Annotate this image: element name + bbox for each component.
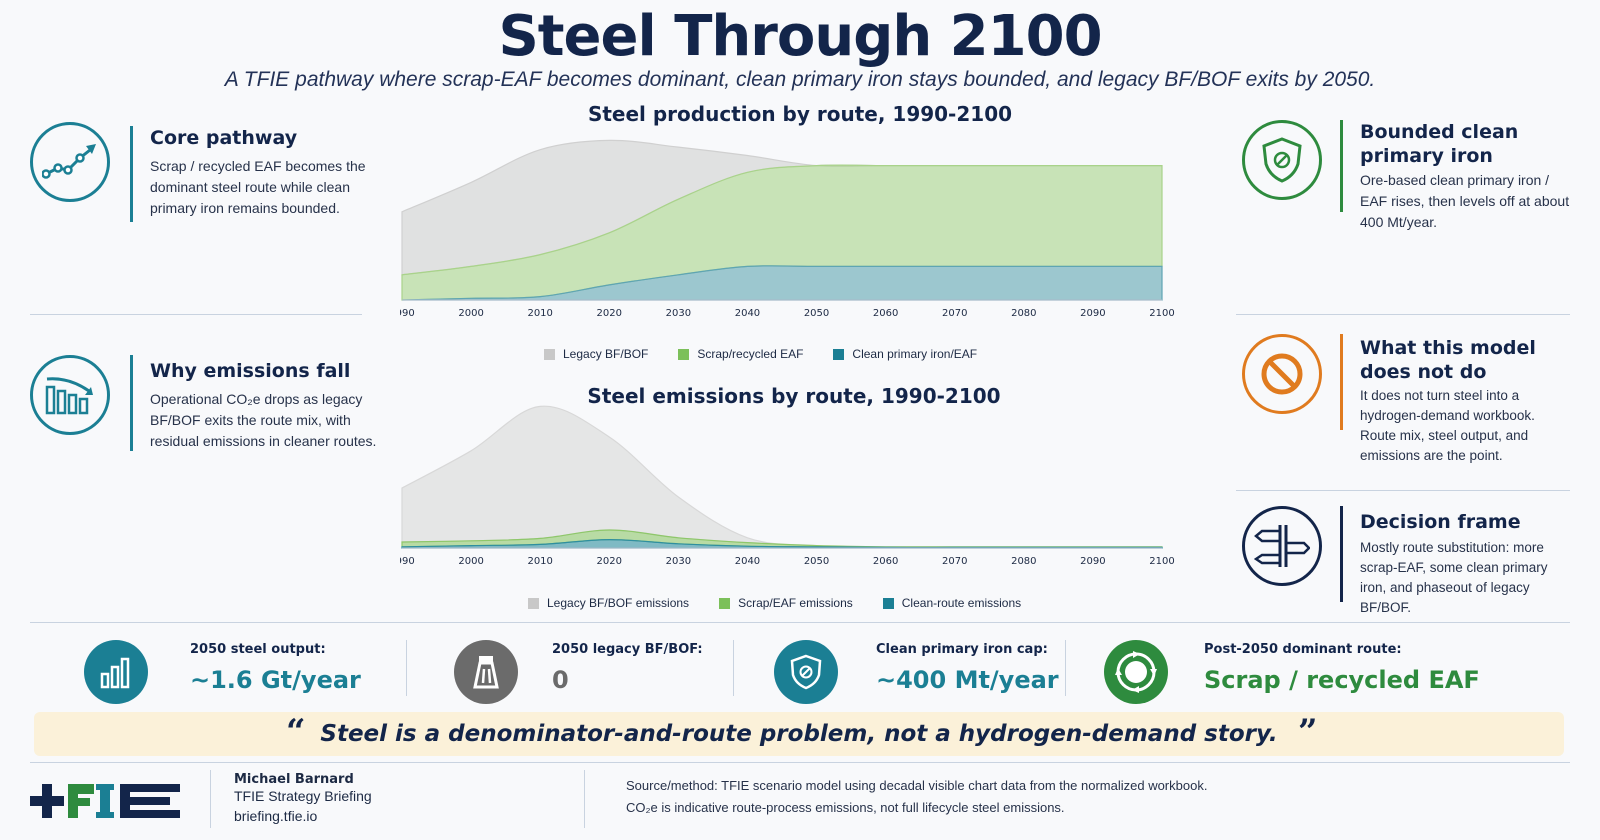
x-tick-label: 1990 [400,556,415,567]
trend-line-icon [30,122,110,202]
legend-item: Legacy BF/BOF [544,347,648,361]
kpi-label: Post-2050 dominant route: [1204,642,1402,657]
x-tick-label: 2030 [666,556,691,567]
quote-banner: “ Steel is a denominator-and-route probl… [34,712,1564,756]
card-text: Mostly route substitution: more scrap-EA… [1360,540,1548,615]
blast-furnace-icon [454,640,518,704]
shield-icon [1242,120,1322,200]
x-tick-label: 2090 [1080,308,1105,319]
legend-label: Legacy BF/BOF emissions [547,596,690,610]
tfie-logo [30,778,186,826]
card-title: Decision frame [1360,511,1521,533]
kpi-value: Scrap / recycled EAF [1204,666,1480,694]
shield-icon [774,640,838,704]
x-tick-label: 2050 [804,308,829,319]
kpi-label: 2050 steel output: [190,642,326,657]
open-quote: “ [286,712,306,752]
x-tick-label: 2040 [735,556,760,567]
card-text: Ore-based clean primary iron / EAF rises… [1360,172,1570,230]
card-text: Scrap / recycled EAF becomes the dominan… [150,158,366,216]
kpi-steel-output: 2050 steel output: ~1.6 Gt/year [84,638,404,710]
x-tick-label: 2070 [942,308,967,319]
legend-swatch [544,348,555,360]
recycle-icon [1104,640,1168,704]
close-quote: ” [1298,712,1318,752]
legend-label: Legacy BF/BOF [563,347,649,361]
card-what-model-does-not-do: What this model does not do It does not … [1242,334,1572,464]
legend-swatch [719,597,731,609]
card-text: Operational CO₂e drops as legacy BF/BOF … [150,391,377,449]
kpi-value: ~400 Mt/year [876,666,1059,694]
co2e-note: CO₂e is indicative route-process emissio… [626,800,1065,815]
briefing-title: TFIE Strategy Briefing [234,788,372,804]
legend-swatch [528,597,539,609]
legend-label: Clean-route emissions [901,596,1022,610]
legend-swatch [833,348,845,360]
card-text: It does not turn steel into a hydrogen-d… [1360,388,1535,463]
legend-label: Clean primary iron/EAF [852,347,978,361]
x-tick-label: 2000 [458,556,483,567]
briefing-url[interactable]: briefing.tfie.io [234,808,318,824]
x-tick-label: 2070 [942,556,967,567]
x-tick-label: 2080 [1011,556,1036,567]
x-tick-label: 2050 [804,556,829,567]
card-title: Bounded clean primary iron [1360,121,1519,167]
legend-label: Scrap/EAF emissions [738,596,853,610]
page-subtitle: A TFIE pathway where scrap-EAF becomes d… [224,68,1376,91]
bar-chart-icon [84,640,148,704]
x-tick-label: 2020 [597,308,622,319]
area-legacy-bf-bof-emissions [401,405,1162,548]
kpi-label: 2050 legacy BF/BOF: [552,642,703,657]
emissions-legend: Legacy BF/BOF emissions Scrap/EAF emissio… [528,596,1021,610]
kpi-value: ~1.6 Gt/year [190,666,361,694]
signpost-icon [1242,506,1322,586]
kpi-label: Clean primary iron cap: [876,642,1048,657]
x-tick-label: 2100 [1149,308,1174,319]
x-tick-label: 2090 [1080,556,1105,567]
quote-text: Steel is a denominator-and-route problem… [320,721,1278,747]
x-tick-label: 2060 [873,308,898,319]
emissions-area-chart: 1990 2000 2010 2020 2030 2040 2050 2060 2070 2080… [400,405,1175,567]
x-tick-label: 2010 [527,308,552,319]
card-why-emissions-fall: Why emissions fall Operational CO₂e drop… [30,355,380,475]
card-title: Core pathway [150,127,298,149]
x-tick-label: 2030 [666,308,691,319]
card-decision-frame: Decision frame Mostly route substitution… [1242,506,1572,616]
x-tick-label: 2010 [527,556,552,567]
production-area-chart: 1990 2000 2010 2020 2030 2040 2050 2060 2070 2080… [400,139,1175,319]
x-tick-label: 2100 [1149,556,1174,567]
card-bounded-clean-primary-iron: Bounded clean primary iron Ore-based cle… [1242,120,1572,240]
x-tick-label: 2080 [1011,308,1036,319]
source-note: Source/method: TFIE scenario model using… [626,778,1208,793]
kpi-value: 0 [552,666,569,694]
chart1-title: Steel production by route, 1990-2100 [587,102,1013,126]
legend-item: Scrap/recycled EAF [678,347,803,361]
kpi-dominant-route: Post-2050 dominant route: Scrap / recycl… [1104,638,1524,710]
chart2-title: Steel emissions by route, 1990-2100 [587,384,1001,408]
legend-item: Scrap/EAF emissions [719,596,853,610]
falling-bars-icon [30,355,110,435]
kpi-clean-iron-cap: Clean primary iron cap: ~400 Mt/year [774,638,1074,710]
x-tick-label: 2040 [735,308,760,319]
card-title: Why emissions fall [150,360,351,382]
legend-item: Legacy BF/BOF emissions [528,596,689,610]
x-tick-label: 1990 [400,308,415,319]
page-title: Steel Through 2100 [498,4,1102,69]
legend-item: Clean primary iron/EAF [833,347,977,361]
legend-label: Scrap/recycled EAF [697,347,804,361]
legend-swatch [678,348,690,360]
prohibited-icon [1242,334,1322,414]
author-name: Michael Barnard [234,772,354,787]
legend-swatch [882,597,894,609]
card-core-pathway: Core pathway Scrap / recycled EAF become… [30,122,380,242]
x-tick-label: 2060 [873,556,898,567]
legend-item: Clean-route emissions [882,596,1022,610]
x-tick-label: 2020 [597,556,622,567]
card-title: What this model does not do [1360,337,1536,383]
production-legend: Legacy BF/BOF Scrap/recycled EAF Clean pri… [544,347,977,361]
x-tick-label: 2000 [458,308,483,319]
kpi-legacy-bfbof: 2050 legacy BF/BOF: 0 [454,638,734,710]
